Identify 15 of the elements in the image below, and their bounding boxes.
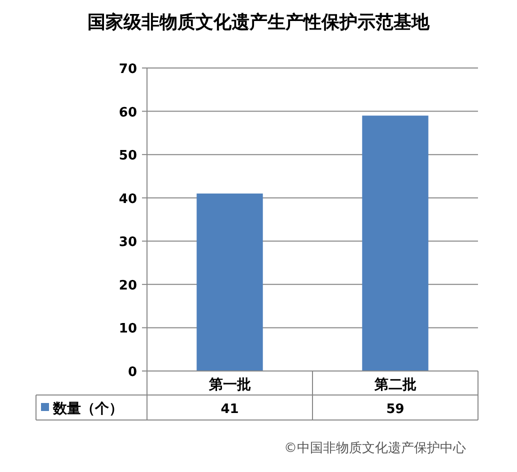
y-tick-label: 40	[118, 192, 137, 207]
y-tick-label: 60	[118, 105, 137, 120]
y-tick-label: 10	[118, 322, 137, 337]
data-label: 59	[386, 402, 404, 417]
text: ©中国非物质文化遗产保护中心	[284, 440, 466, 456]
legend-label: 数量（个）	[52, 401, 123, 417]
x-tick-label: 第二批	[373, 377, 416, 393]
y-tick-label: 30	[118, 235, 137, 250]
chart-title: 国家级非物质文化遗产生产性保护示范基地	[88, 12, 430, 33]
y-tick-label: 0	[128, 365, 137, 380]
x-tick-label: 第一批	[208, 377, 251, 393]
y-tick-label: 20	[118, 278, 137, 294]
y-tick-label: 70	[118, 62, 137, 77]
y-tick-label: 50	[118, 148, 137, 164]
data-label: 41	[220, 402, 239, 417]
